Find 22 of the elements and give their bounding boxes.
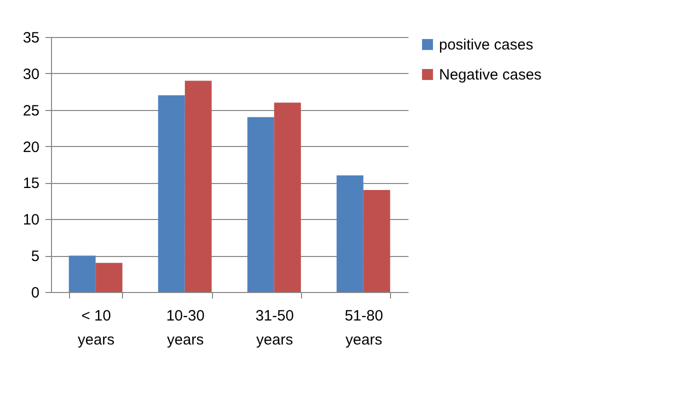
bar [184, 80, 212, 292]
bar [336, 175, 364, 292]
y-tick-label: 10 [22, 212, 40, 229]
y-tick-label: 25 [22, 102, 40, 120]
y-tick-label: 35 [22, 30, 40, 46]
y-tick-label: 20 [22, 138, 40, 156]
x-tick-label: 31-50 years [255, 308, 294, 348]
x-tick-label: < 10 years [78, 308, 114, 348]
bar [363, 190, 390, 292]
bar [274, 102, 301, 292]
x-tick-label: 10-30 years [166, 308, 205, 348]
bar [68, 256, 96, 292]
legend-label: Negative cases [439, 66, 542, 84]
bar [96, 262, 122, 292]
y-tick-label: 15 [22, 175, 40, 192]
legend-label: positive cases [439, 36, 534, 54]
y-tick-label: 30 [22, 66, 40, 83]
y-tick-label: 5 [31, 248, 40, 266]
bar [158, 95, 185, 292]
x-tick-label: 51-80 years [344, 308, 384, 348]
y-tick-label: 0 [31, 284, 40, 302]
bar [247, 117, 274, 292]
